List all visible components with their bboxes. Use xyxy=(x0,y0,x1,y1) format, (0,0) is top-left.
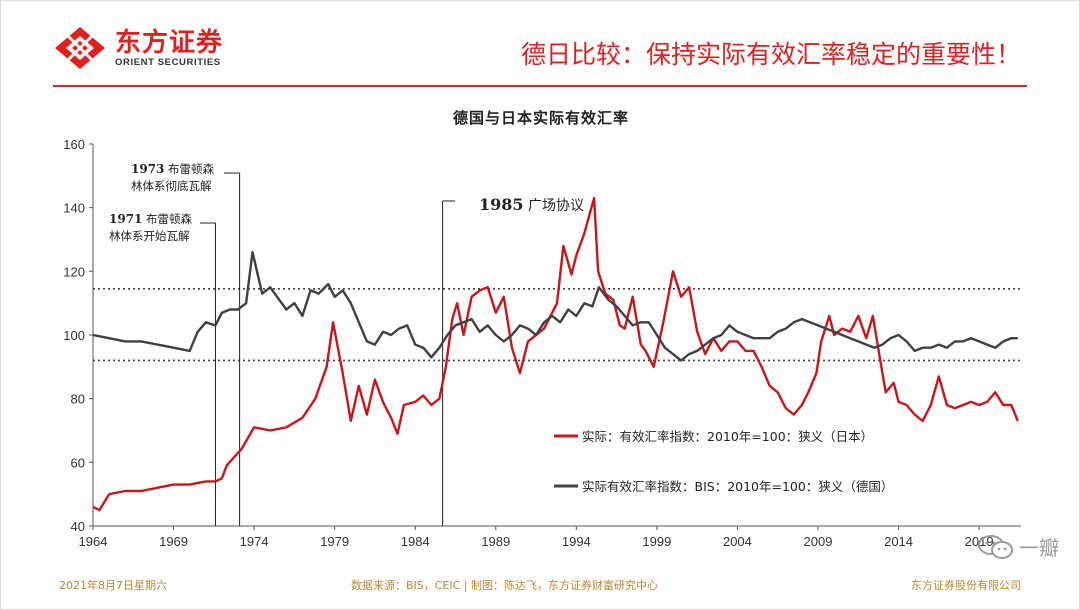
x-tick-label: 1984 xyxy=(401,534,430,549)
event-annotation-label: 1973 布雷顿森 xyxy=(131,162,215,176)
event-annotation-label: 林体系彻底瓦解 xyxy=(131,179,212,193)
slide-title: 德日比较：保持实际有效汇率稳定的重要性！ xyxy=(520,40,1021,69)
y-tick-label: 80 xyxy=(71,392,85,407)
logo-cn-text: 东方证券 xyxy=(115,27,224,58)
x-tick-label: 1999 xyxy=(642,534,671,549)
logo-en-text: ORIENT SECURITIES xyxy=(115,56,221,68)
event-annotation-label: 林体系开始瓦解 xyxy=(109,229,190,243)
footer-source: 数据来源：BIS，CEIC | 制图：陈达飞，东方证券财富研究中心 xyxy=(351,579,659,592)
x-tick-label: 1994 xyxy=(562,534,591,549)
title-divider xyxy=(53,85,1027,87)
orient-logo-icon xyxy=(55,27,105,69)
x-tick-label: 1979 xyxy=(320,534,349,549)
y-tick-label: 60 xyxy=(71,455,85,470)
wechat-watermark: 一瓣 xyxy=(977,532,1059,561)
company-logo: 东方证券 ORIENT SECURITIES xyxy=(53,25,223,71)
x-tick-label: 2014 xyxy=(884,534,913,549)
x-tick-label: 1969 xyxy=(159,534,188,549)
series-line-germany xyxy=(92,250,1018,362)
x-tick-label: 2009 xyxy=(804,534,833,549)
x-tick-label: 1964 xyxy=(79,534,108,549)
event-annotation-label: 1971 布雷顿森 xyxy=(109,212,193,226)
footer-company: 东方证券股份有限公司 xyxy=(911,579,1021,592)
series-line-japan xyxy=(92,196,1019,512)
y-tick-label: 40 xyxy=(71,519,85,534)
watermark-text: 一瓣 xyxy=(1019,536,1059,560)
x-tick-label: 1974 xyxy=(240,534,269,549)
y-tick-label: 160 xyxy=(63,137,85,152)
event-annotation-label: 1985 广场协议 xyxy=(479,195,584,214)
x-tick-label: 2004 xyxy=(723,534,752,549)
x-tick-label: 1989 xyxy=(481,534,510,549)
y-tick-label: 140 xyxy=(63,201,85,216)
y-tick-label: 120 xyxy=(63,264,85,279)
footer-date: 2021年8月7日星期六 xyxy=(59,579,167,592)
chart-title: 德国与日本实际有效汇率 xyxy=(452,109,629,127)
legend-label: 实际有效汇率指数：BIS：2010年=100：狭义（德国） xyxy=(582,479,893,494)
wechat-icon xyxy=(978,534,1013,559)
legend-label: 实际：有效汇率指数：2010年=100：狭义（日本） xyxy=(582,429,873,444)
y-tick-label: 100 xyxy=(63,328,85,343)
